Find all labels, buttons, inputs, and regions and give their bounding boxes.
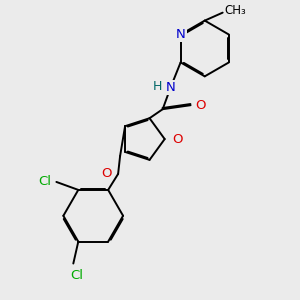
Text: N: N [166,81,175,94]
Text: Cl: Cl [70,269,83,282]
Text: Cl: Cl [38,176,51,188]
Text: O: O [172,133,183,146]
Text: N: N [176,28,185,41]
Text: O: O [195,99,206,112]
Text: O: O [101,167,111,181]
Text: H: H [152,80,162,93]
Text: CH₃: CH₃ [225,4,247,17]
